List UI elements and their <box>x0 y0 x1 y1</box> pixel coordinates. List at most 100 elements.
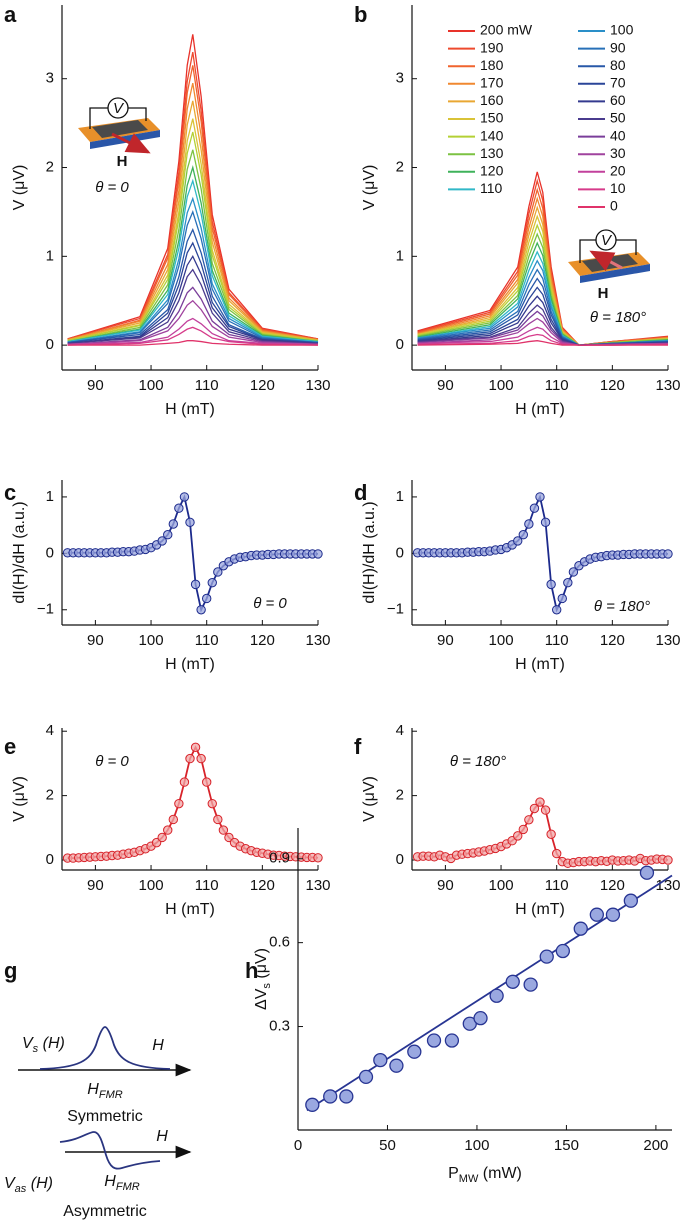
data-point <box>568 567 579 577</box>
legend-label: 100 <box>610 22 634 38</box>
x-axis-label: H (mT) <box>165 901 215 918</box>
y-axis-label: V (μV) <box>361 776 378 822</box>
data-point <box>179 777 190 787</box>
wire <box>579 239 596 263</box>
x-tick-label: 90 <box>437 877 454 894</box>
data-point <box>523 977 538 992</box>
series-line <box>417 340 668 346</box>
y-tick-label: 0 <box>396 851 404 868</box>
x-tick-label: 120 <box>600 877 625 894</box>
data-point <box>444 1033 460 1048</box>
series-line <box>67 286 319 345</box>
x-tick-label: 110 <box>195 377 219 394</box>
y-tick-label: 0 <box>396 544 404 561</box>
data-point <box>663 549 673 559</box>
y-tick-label: 2 <box>46 158 54 175</box>
x-axis-label: H (mT) <box>515 901 565 918</box>
peak-label-base: H <box>87 1081 99 1098</box>
panel-letter: d <box>354 480 367 505</box>
data-point <box>201 777 212 787</box>
data-point <box>174 798 184 809</box>
series-line <box>67 51 319 340</box>
inset-meter-label: V <box>113 100 125 117</box>
data-point <box>218 825 229 835</box>
data-point <box>313 853 323 863</box>
y-axis-label-sub: s <box>261 983 273 989</box>
symmetric-curve <box>39 1026 171 1070</box>
x-tick-label: 90 <box>87 877 104 894</box>
x-tick-label: 100 <box>139 877 164 894</box>
x-tick-label: 110 <box>195 632 219 649</box>
data-point <box>196 605 206 615</box>
x-tick-label: 90 <box>87 632 104 649</box>
legend-label: 50 <box>610 110 626 126</box>
x-tick-label: 100 <box>139 377 164 394</box>
panel-letter: f <box>354 734 362 759</box>
data-point <box>623 893 638 908</box>
data-point <box>358 1069 374 1085</box>
y-tick-label: 2 <box>396 787 404 804</box>
legend-label: 60 <box>610 92 626 108</box>
data-point <box>557 593 567 604</box>
y-tick-label: 3 <box>396 70 404 87</box>
series-line <box>67 65 319 341</box>
y-axis-label: V (μV) <box>11 165 28 211</box>
inset-device-b <box>568 229 650 283</box>
annotation: θ = 0 <box>253 595 287 612</box>
x-tick-label: 100 <box>489 877 514 894</box>
signal-label-base: V <box>22 1035 34 1052</box>
panel-letter: e <box>4 734 16 759</box>
legend-label: 120 <box>480 163 504 179</box>
x-tick-label: 110 <box>195 877 219 894</box>
data-point <box>505 974 520 989</box>
x-tick-label: 0 <box>294 1137 302 1154</box>
signal-label: Vas (H) <box>4 1175 53 1195</box>
x-tick-label: 100 <box>139 632 164 649</box>
y-axis-label: ΔVs (μV) <box>253 948 273 1010</box>
x-tick-label: 110 <box>545 377 569 394</box>
wire <box>89 107 108 129</box>
peak-label: HFMR <box>104 1173 139 1193</box>
y-tick-label: 0.9 <box>269 850 290 867</box>
data-point <box>207 577 217 588</box>
data-point <box>174 503 184 513</box>
signal-label-sub: as <box>15 1183 27 1195</box>
data-point <box>157 832 167 843</box>
series-line <box>67 100 319 341</box>
annotation: θ = 180° <box>590 309 646 326</box>
legend-label: 150 <box>480 110 504 126</box>
data-point <box>605 907 621 922</box>
y-tick-label: 4 <box>396 722 404 739</box>
series-line <box>67 268 319 345</box>
data-point <box>546 829 556 839</box>
data-point <box>663 855 673 865</box>
legend-label: 20 <box>610 163 626 179</box>
y-axis-label-rest: (μV) <box>253 948 270 983</box>
x-tick-label: 90 <box>87 377 104 394</box>
series-line <box>67 83 319 341</box>
data-point <box>426 1033 442 1048</box>
series-line <box>67 340 318 346</box>
data-point <box>540 805 551 815</box>
x-tick-label: 50 <box>379 1137 396 1154</box>
inset-meter-label: V <box>601 232 613 249</box>
asymmetric-curve <box>59 1131 161 1170</box>
x-tick-label: 130 <box>305 877 330 894</box>
x-tick-label: 150 <box>554 1137 579 1154</box>
y-tick-label: 0 <box>396 336 404 353</box>
device-film <box>92 120 148 138</box>
panel-letter: g <box>4 958 17 983</box>
data-point <box>196 753 206 764</box>
legend-label: 190 <box>480 39 504 55</box>
y-tick-label: 2 <box>46 787 54 804</box>
data-point <box>339 1089 354 1104</box>
x-tick-label: 120 <box>250 377 275 394</box>
data-point <box>305 1097 320 1112</box>
legend-label: 130 <box>480 145 504 161</box>
schematic-g <box>18 1026 192 1170</box>
data-point <box>213 814 223 825</box>
data-point <box>185 517 195 528</box>
x-axis-label: H (mT) <box>515 401 565 418</box>
series-line <box>67 299 319 345</box>
data-point <box>473 1010 488 1026</box>
